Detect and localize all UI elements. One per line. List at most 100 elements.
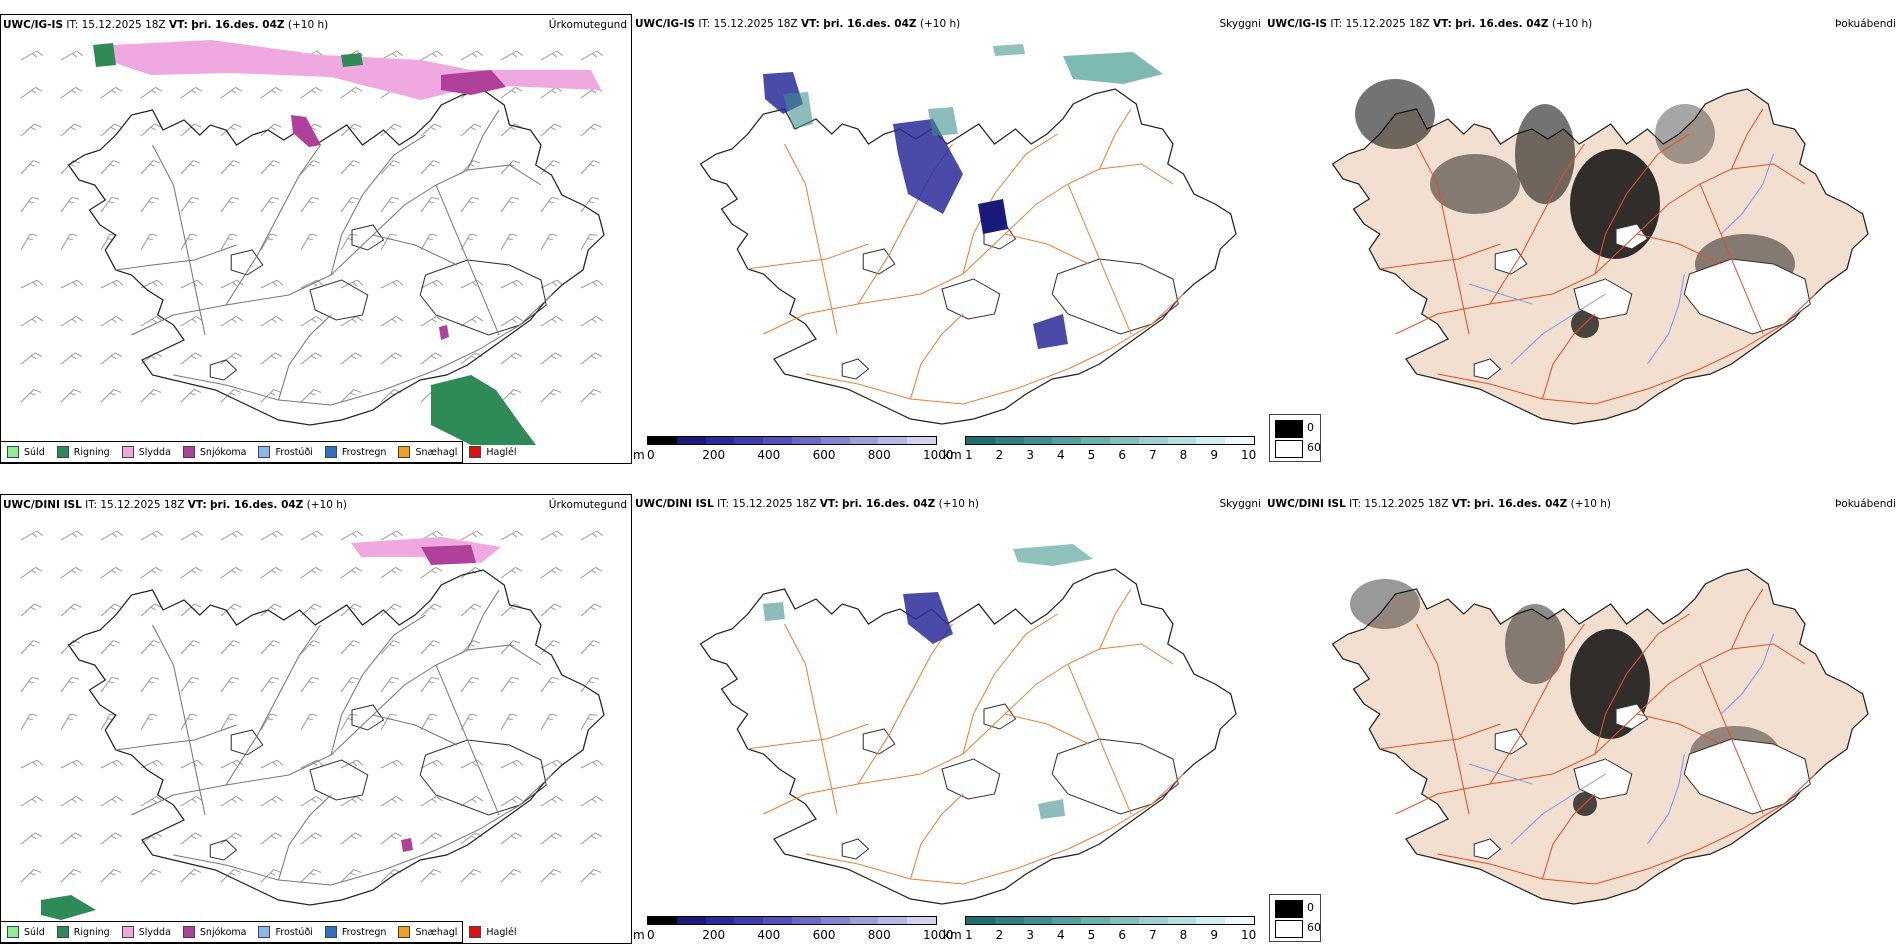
wind-barb	[460, 869, 482, 883]
precip-legend-item: Snjókoma	[182, 926, 246, 938]
wind-barb	[580, 352, 603, 365]
ceiling-colorbar-tick: 0	[647, 928, 655, 942]
visibility-map-row1	[699, 44, 1237, 425]
precip-legend-item: Snæhagl	[398, 446, 457, 458]
precip-legend-item: Súld	[7, 926, 45, 938]
glacier-outline	[209, 839, 238, 861]
wind-barb	[140, 869, 162, 883]
glacier-area	[1473, 838, 1502, 860]
wind-barb	[20, 196, 40, 213]
road	[1541, 313, 1596, 400]
wind-barb	[300, 316, 323, 327]
wind-barb	[540, 196, 560, 213]
wind-barb	[140, 640, 161, 655]
wind-barb	[180, 640, 201, 655]
road	[805, 293, 1184, 405]
ceiling-colorbar-segment	[849, 917, 879, 924]
wind-barb	[580, 279, 604, 289]
wind-barb	[300, 676, 320, 693]
road	[1437, 293, 1816, 405]
wind-barb	[20, 316, 43, 327]
wind-barb	[60, 566, 83, 579]
wind-barb	[60, 759, 84, 769]
wind-barb	[180, 832, 203, 845]
wind-barb	[100, 869, 122, 883]
wind-barb	[180, 389, 202, 403]
wind-barb	[580, 640, 601, 655]
precip-legend-label: Frostregn	[341, 446, 387, 458]
glacier-outline	[862, 728, 896, 755]
wind-barb	[260, 233, 278, 251]
precip-legend-label: Rigning	[73, 446, 110, 458]
fog-legend-min-label: 60	[1307, 441, 1321, 454]
wind-barb	[580, 316, 603, 327]
wind-barb	[500, 196, 520, 213]
road	[1489, 143, 1585, 305]
road	[784, 143, 838, 335]
ceiling-colorbar-segment	[734, 917, 764, 924]
precip-type-panel-row2: UWC/DINI ISL IT: 15.12.2025 18Z VT: þri.…	[0, 494, 632, 944]
wind-barb	[100, 796, 123, 807]
visibility-colorbar-segment	[1052, 437, 1082, 444]
visibility-colorbar-segment	[1023, 917, 1053, 924]
wind-barb	[420, 713, 438, 731]
road	[962, 613, 1058, 755]
wind-barb	[180, 796, 203, 807]
glacier-outline	[862, 248, 896, 275]
ceiling-colorbar: m 0 200 400 600 800 1000	[633, 436, 954, 464]
wind-barb	[220, 233, 238, 251]
precip-legend-label: Slydda	[138, 926, 171, 938]
wind-barb	[580, 832, 603, 845]
wind-barb	[300, 566, 323, 579]
wind-barb	[500, 50, 523, 61]
wind-barb	[20, 603, 42, 617]
wind-barb	[140, 123, 162, 137]
road	[1636, 233, 1722, 265]
glacier-outline	[309, 759, 369, 801]
precip-legend-item: Frostúði	[258, 926, 313, 938]
road	[1099, 108, 1132, 170]
ceiling-colorbar-strip	[647, 916, 937, 925]
wind-barb	[300, 796, 323, 807]
wind-barb	[300, 832, 323, 845]
precip-legend-item: Frostregn	[324, 926, 386, 938]
wind-barb	[420, 566, 443, 579]
wind-barb	[260, 832, 283, 845]
precip-legend-item: Frostregn	[324, 446, 387, 458]
wind-barb	[220, 796, 243, 807]
road	[1379, 243, 1501, 270]
wind-barb	[300, 713, 318, 731]
precip-legend-label: Súld	[24, 446, 45, 458]
wind-barb	[220, 676, 240, 693]
visibility-colorbar-strip	[965, 916, 1255, 925]
wind-barb	[60, 196, 80, 213]
visibility-colorbar-tick: 9	[1210, 928, 1218, 942]
wind-barb	[100, 160, 121, 175]
wind-barb	[580, 50, 603, 61]
visibility-colorbar-segment	[994, 917, 1024, 924]
river	[1647, 753, 1685, 845]
road	[372, 234, 458, 266]
wind-barb	[420, 759, 444, 769]
river	[1510, 293, 1606, 365]
wind-barb	[180, 86, 203, 99]
wind-barb	[500, 530, 523, 541]
wind-barb	[380, 352, 403, 365]
wind-barb	[180, 869, 202, 883]
road-network	[1379, 108, 1816, 405]
visibility-colorbar-segment	[1196, 437, 1226, 444]
glacier-area	[1615, 223, 1649, 250]
ceiling-low-areas	[763, 592, 1065, 819]
wind-barb	[420, 869, 442, 883]
wind-barb	[20, 832, 43, 845]
wind-barb	[540, 123, 562, 137]
ceiling-colorbar-tick: 400	[757, 448, 781, 462]
wind-barb	[100, 640, 121, 655]
visibility-colorbar-unit: km	[943, 448, 962, 462]
wind-barb	[380, 316, 403, 327]
fog-legend-black-swatch	[1275, 900, 1303, 918]
wind-barb	[580, 796, 603, 807]
wind-barb	[140, 832, 163, 845]
road	[1489, 623, 1585, 785]
wind-barb	[380, 759, 404, 769]
